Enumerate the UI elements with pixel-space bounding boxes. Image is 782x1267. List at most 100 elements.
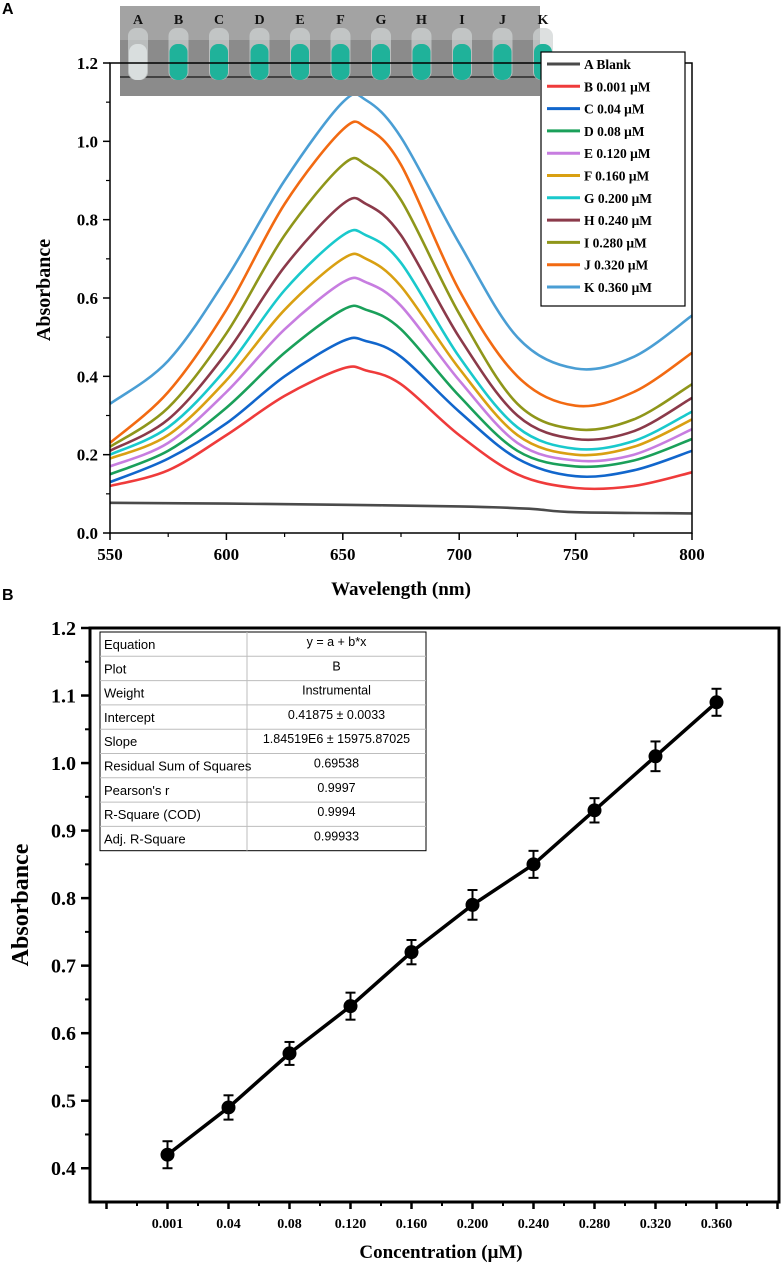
calibration-chart: 0.40.50.60.70.80.91.01.11.2 0.001 0.04 0.0… [8,618,781,1263]
spectra-y-tick-label: 0.4 [77,367,99,386]
spectra-y-tick-label: 1.0 [77,132,98,151]
fit-table-value: 1.84519E6 ± 15975.87025 [263,732,410,746]
spectra-chart: A B C D E F G H I J K 550 600 650 700 750 800 0.0 0.2 0.4… [33,6,705,600]
vial-liquid-b [169,44,188,80]
calibration-y-tick-label: 0.8 [51,888,76,910]
calibration-y-tick-label: 1.2 [51,618,76,640]
calibration-y-tick-label: 0.4 [51,1158,76,1180]
vial-liquid-a [129,44,147,80]
vial-label-d: D [254,13,264,28]
calibration-x-tick-label: 0.08 [277,1217,302,1232]
fit-table-value: Instrumental [302,684,371,698]
fit-table-key: Residual Sum of Squares [104,759,252,774]
spectrum-line-g [109,228,693,456]
spectrum-line-i [109,156,693,448]
vial-label-c: C [214,13,224,28]
calibration-y-tick-label: 0.6 [51,1023,76,1045]
fit-table-value: 0.41875 ± 0.0033 [288,708,385,722]
vial-liquid-e [291,44,309,80]
spectra-legend: A Blank B 0.001 μM C 0.04 μM D 0.08 μM E 0.1… [540,51,686,307]
spectra-y-ticks: 0.0 0.2 0.4 0.6 0.8 1.0 1.2 [77,54,110,543]
calibration-point [343,999,358,1014]
vial-label-k: K [538,13,549,28]
fit-table-key: Slope [104,734,137,749]
spectrum-line-a [109,501,693,515]
legend-label-c: C 0.04 μM [584,102,645,117]
spectra-x-tick-label: 750 [563,545,589,564]
vial-liquid-c [210,44,228,80]
calibration-x-tick-label: 0.160 [396,1217,428,1232]
spectra-x-tick-label: 700 [446,545,472,564]
calibration-point [404,945,419,960]
calibration-x-ticks: 0.001 0.04 0.08 0.120 0.160 0.200 0.240 0.280 0.… [105,1202,779,1232]
fit-table-key: Pearson's r [104,783,170,798]
calibration-point [648,749,663,764]
calibration-x-tick-label: 0.240 [518,1217,550,1232]
legend-label-b: B 0.001 μM [584,79,651,94]
legend-label-k: K 0.360 μM [584,280,652,295]
calibration-line [166,700,718,1157]
legend-label-i: I 0.280 μM [584,235,647,250]
spectrum-line-e [109,276,693,468]
spectrum-line-k [109,92,693,405]
calibration-y-tick-label: 1.1 [51,686,76,708]
calibration-series [160,687,724,1170]
fit-table-key: Adj. R-Square [104,831,186,846]
calibration-x-tick-label: 0.280 [579,1217,611,1232]
spectra-y-axis-label: Absorbance [33,239,55,341]
fit-results-table: Equation y = a + b*x Plot B Weight Instrument… [99,631,427,852]
vial-liquid-g [372,44,390,80]
legend-label-j: J 0.320 μM [584,258,649,273]
calibration-point [709,695,724,710]
vial-label-g: G [376,13,387,28]
vial-label-a: A [133,13,144,28]
calibration-point [160,1147,175,1162]
fit-table-key: Plot [104,661,127,676]
fit-table-value: 0.69538 [314,757,359,771]
spectra-y-tick-label: 0.0 [77,524,98,543]
vial-liquid-j [493,44,512,80]
panel-label-a: A [2,1,14,18]
spectra-x-axis-label: Wavelength (nm) [331,579,471,600]
legend-label-h: H 0.240 μM [584,213,652,228]
legend-label-a: A Blank [584,57,631,72]
legend-label-f: F 0.160 μM [584,169,650,184]
fit-table-value: 0.9997 [317,781,355,795]
spectra-x-ticks: 550 600 650 700 750 800 [97,533,705,564]
calibration-y-tick-label: 0.7 [51,956,76,978]
fit-table-key: Weight [104,686,145,701]
vial-liquid-i [453,44,471,80]
vial-label-j: J [499,13,506,28]
spectra-y-tick-label: 0.6 [77,289,98,308]
spectra-x-tick-label: 550 [97,545,123,564]
spectrum-line-c [109,336,693,484]
spectra-y-tick-label: 1.2 [77,54,98,73]
vial-label-f: F [336,13,345,28]
legend-label-d: D 0.08 μM [584,124,645,139]
fit-table-key: Intercept [104,710,155,725]
panel-label-b: B [2,587,14,604]
calibration-point [587,803,602,818]
vial-photo-inset: A B C D E F G H I J K [120,6,553,96]
spectrum-line-b [109,365,693,491]
calibration-y-tick-label: 0.5 [51,1091,76,1113]
calibration-x-tick-label: 0.360 [701,1217,733,1232]
legend-label-e: E 0.120 μM [584,146,651,161]
calibration-x-axis-label: Concentration (μM) [359,1242,522,1263]
spectra-y-tick-label: 0.2 [77,446,98,465]
calibration-y-tick-label: 1.0 [51,753,76,775]
calibration-x-tick-label: 0.200 [457,1217,489,1232]
spectra-x-tick-label: 800 [679,545,705,564]
fit-table-value: 0.99933 [314,829,359,843]
spectra-x-tick-label: 650 [330,545,356,564]
spectra-x-tick-label: 600 [214,545,240,564]
vial-liquid-h [412,44,431,80]
fit-table-value: B [332,659,340,673]
fit-table-frame [99,631,427,852]
calibration-y-ticks: 0.4 0.5 0.6 0.7 0.8 0.9 1.0 1.1 1.2 [51,618,90,1180]
vial-label-e: E [295,13,304,28]
vial-label-h: H [416,13,427,28]
vial-liquid-f [331,44,350,80]
calibration-x-tick-label: 0.320 [640,1217,672,1232]
